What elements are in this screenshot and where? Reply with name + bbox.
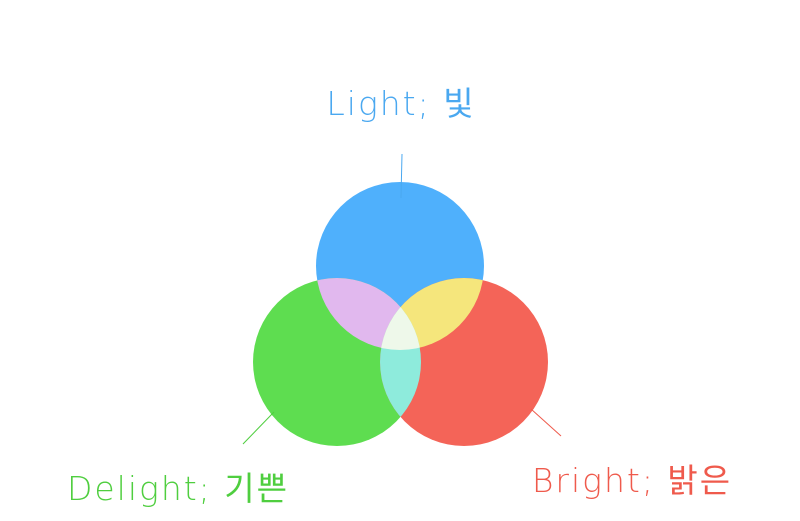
overlap-light-bright — [380, 278, 484, 350]
label-light: Light; 빛 — [326, 84, 475, 123]
leader-line-light — [400, 153, 403, 199]
leader-line-bright — [530, 408, 562, 437]
label-delight: Delight; 기쁜 — [67, 469, 289, 508]
leader-line-delight — [242, 411, 275, 445]
overlap-light-delight — [316, 278, 421, 350]
label-bright: Bright; 밝은 — [532, 461, 732, 500]
